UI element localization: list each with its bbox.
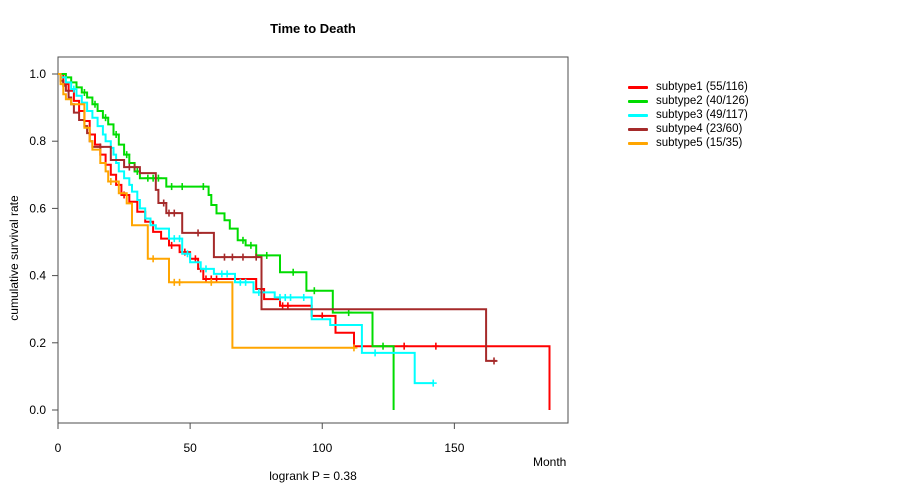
- legend-line-swatch: [628, 113, 648, 117]
- legend-item-subtype3: subtype3 (49/117): [628, 108, 749, 122]
- legend-line-swatch: [628, 85, 648, 89]
- survival-curve-3: [58, 73, 434, 385]
- survival-curve-2: [58, 73, 395, 410]
- logrank-annotation: logrank P = 0.38: [269, 469, 357, 483]
- y-tick-label: 0.4: [29, 269, 46, 283]
- survival-curve-4: [58, 73, 497, 362]
- x-tick-label: 0: [55, 441, 62, 455]
- y-tick-label: 0.2: [29, 336, 46, 350]
- plot-title: Time to Death: [270, 21, 356, 36]
- plot-box: [57, 56, 569, 424]
- x-tick-label: 150: [444, 441, 464, 455]
- y-tick-label: 1.0: [29, 67, 46, 81]
- legend-item-subtype2: subtype2 (40/126): [628, 94, 749, 108]
- x-tick-label: 100: [312, 441, 332, 455]
- legend-line-swatch: [628, 141, 648, 145]
- survival-curve-1: [58, 73, 551, 410]
- legend-line-swatch: [628, 127, 648, 131]
- y-axis-label: cumulative survival rate: [7, 195, 21, 321]
- legend-line-swatch: [628, 99, 648, 103]
- legend: subtype1 (55/116) subtype2 (40/126) subtyp…: [628, 80, 749, 150]
- y-tick-label: 0.0: [29, 403, 46, 417]
- legend-label: subtype1 (55/116): [656, 81, 748, 93]
- y-tick-label: 0.8: [29, 134, 46, 148]
- y-tick-label: 0.6: [29, 201, 46, 215]
- legend-label: subtype3 (49/117): [656, 109, 748, 121]
- survival-curve-5: [58, 73, 354, 349]
- legend-item-subtype1: subtype1 (55/116): [628, 80, 749, 94]
- legend-label: subtype2 (40/126): [656, 95, 749, 107]
- legend-label: subtype4 (23/60): [656, 123, 743, 135]
- legend-item-subtype4: subtype4 (23/60): [628, 122, 749, 136]
- legend-label: subtype5 (15/35): [656, 137, 743, 149]
- x-axis-label: Month: [533, 455, 567, 469]
- legend-item-subtype5: subtype5 (15/35): [628, 136, 749, 150]
- x-tick-label: 50: [183, 441, 197, 455]
